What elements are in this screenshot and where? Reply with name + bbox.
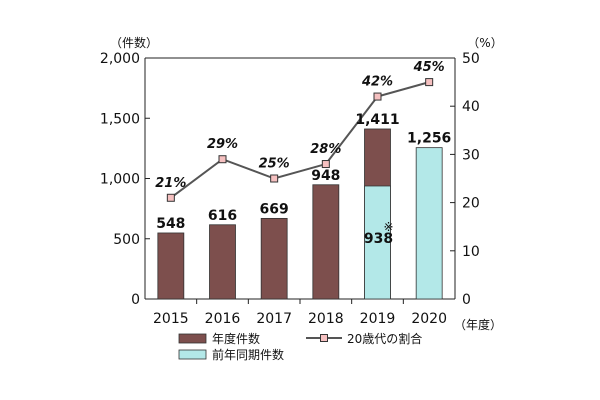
axes-group: 0 500 1,000 1,500 2,000 0 10 20 30 40 50 2015 2016 20… xyxy=(100,35,503,332)
percentage-label: 29% xyxy=(207,137,238,152)
percentage-label: 45% xyxy=(413,60,445,75)
legend-swatch-annual xyxy=(178,333,207,344)
percentage-label: 28% xyxy=(310,142,341,157)
right-tick-label: 30 xyxy=(462,147,480,163)
x-tick-label: 2017 xyxy=(256,311,292,327)
percentage-marker xyxy=(425,78,434,87)
x-tick-label: 2019 xyxy=(360,311,396,327)
line-group xyxy=(166,78,434,202)
left-axis-unit: （件数） xyxy=(110,35,158,50)
percentage-marker xyxy=(373,92,382,101)
inner-value-label: 938 xyxy=(364,231,393,247)
left-tick-label: 500 xyxy=(113,232,140,248)
legend-label-previous: 前年同期件数 xyxy=(212,347,284,362)
bar-annual xyxy=(209,224,236,300)
bars-group xyxy=(157,128,443,300)
legend-label-annual: 年度件数 xyxy=(212,331,260,346)
x-axis-unit: （年度） xyxy=(454,317,502,332)
right-tick-label: 0 xyxy=(462,292,471,308)
percentage-marker xyxy=(218,155,227,164)
percentage-marker xyxy=(270,174,279,183)
percentage-label: 25% xyxy=(259,157,290,172)
left-tick-label: 0 xyxy=(131,292,140,308)
bar-previous-period xyxy=(415,147,443,300)
bar-previous-period xyxy=(364,185,391,300)
percentage-marker xyxy=(166,193,175,202)
bar-annual xyxy=(260,217,288,300)
x-tick-label: 2020 xyxy=(411,311,447,327)
legend-line-marker xyxy=(320,334,328,342)
percentage-line xyxy=(170,81,430,199)
bar-value-label: 1,256 xyxy=(407,131,451,147)
x-tick-label: 2018 xyxy=(308,311,344,327)
bar-value-label: 669 xyxy=(260,201,289,217)
left-tick-label: 1,000 xyxy=(100,172,140,188)
x-tick-label: 2016 xyxy=(205,311,241,327)
right-tick-label: 40 xyxy=(462,99,480,115)
right-axis-unit: （%） xyxy=(467,36,502,50)
bar-value-label: 616 xyxy=(208,208,237,224)
note-mark: ※ xyxy=(383,220,393,234)
left-tick-label: 2,000 xyxy=(100,51,140,67)
legend-swatch-previous xyxy=(178,349,207,360)
percentage-label: 42% xyxy=(361,75,393,90)
percentage-marker xyxy=(321,160,330,169)
legend-label-percentage: 20歳代の割合 xyxy=(347,331,422,346)
percentage-label: 21% xyxy=(155,176,186,191)
right-tick-label: 20 xyxy=(462,196,480,212)
right-tick-label: 10 xyxy=(462,244,480,260)
bar-annual xyxy=(312,184,340,300)
bar-value-label: 1,411 xyxy=(355,112,399,128)
bar-annual xyxy=(157,232,185,300)
x-tick-label: 2015 xyxy=(153,311,189,327)
bar-value-label: 548 xyxy=(156,216,185,232)
labels-group: 548 616 669 948 1,411 1,256 938※ 21% 29% 25% 28% 42… xyxy=(155,60,451,247)
right-tick-label: 50 xyxy=(462,51,480,67)
left-tick-label: 1,500 xyxy=(100,111,140,127)
bar-value-label: 948 xyxy=(311,168,340,184)
